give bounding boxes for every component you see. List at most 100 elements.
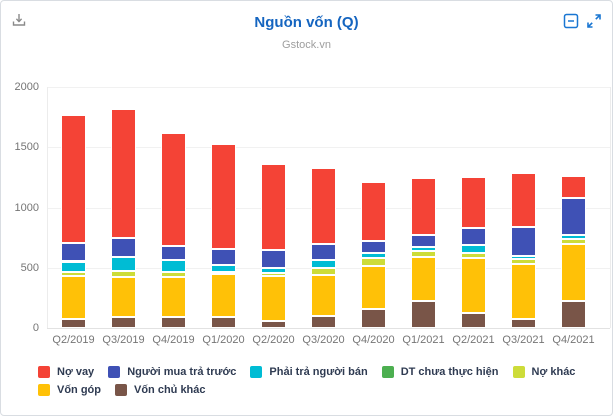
bar-segment[interactable] (161, 246, 186, 261)
bar-segment[interactable] (461, 258, 486, 314)
bar-segment[interactable] (161, 276, 186, 317)
bar-segment[interactable] (161, 272, 186, 277)
bar-Q4/2019[interactable] (161, 87, 186, 328)
bar-segment[interactable] (411, 234, 436, 248)
bar-segment[interactable] (411, 251, 436, 257)
legend-item[interactable]: Vốn chủ khác (115, 384, 206, 396)
bar-segment[interactable] (311, 267, 336, 275)
bar-Q2/2021[interactable] (461, 87, 486, 328)
bar-segment[interactable] (311, 244, 336, 261)
download-icon (12, 14, 26, 26)
bar-segment[interactable] (211, 274, 236, 318)
bar-segment[interactable] (361, 240, 386, 254)
bar-Q2/2020[interactable] (261, 87, 286, 328)
bar-segment[interactable] (361, 266, 386, 309)
bar-segment[interactable] (111, 109, 136, 239)
legend-item[interactable]: DT chưa thực hiện (381, 366, 499, 378)
bar-segment[interactable] (361, 308, 386, 328)
bar-segment[interactable] (261, 250, 286, 269)
x-axis-tick-label: Q3/2020 (302, 334, 345, 346)
bar-segment[interactable] (261, 268, 286, 274)
legend-item[interactable]: Nợ vay (38, 366, 94, 378)
expand-button[interactable] (585, 12, 602, 29)
bar-segment[interactable] (511, 173, 536, 227)
bar-segment[interactable] (461, 244, 486, 253)
bar-segment[interactable] (211, 264, 236, 273)
bar-Q3/2021[interactable] (511, 87, 536, 328)
bar-segment[interactable] (511, 264, 536, 319)
bar-Q4/2021[interactable] (561, 87, 586, 328)
bar-Q1/2021[interactable] (411, 87, 436, 328)
gridline-y-0 (47, 328, 610, 329)
bar-Q2/2019[interactable] (61, 87, 86, 328)
bar-segment[interactable] (411, 256, 436, 301)
legend-item[interactable]: Phải trả người bán (250, 366, 368, 378)
bar-segment[interactable] (211, 248, 236, 265)
bar-segment[interactable] (461, 252, 486, 259)
bar-segment[interactable] (561, 244, 586, 301)
bar-segment[interactable] (511, 226, 536, 256)
bar-segment[interactable] (261, 276, 286, 321)
bar-segment[interactable] (411, 177, 436, 235)
bar-segment[interactable] (61, 261, 86, 272)
bar-segment[interactable] (361, 181, 386, 241)
bar-segment[interactable] (211, 272, 236, 275)
bar-segment[interactable] (261, 320, 286, 328)
bar-segment[interactable] (411, 247, 436, 252)
bar-segment[interactable] (111, 238, 136, 257)
bar-segment[interactable] (111, 316, 136, 328)
legend-swatch-icon (381, 366, 394, 378)
legend-label: Nợ khác (531, 366, 576, 378)
bar-segment[interactable] (561, 239, 586, 245)
gridline-y-1500 (47, 147, 610, 149)
bar-segment[interactable] (61, 242, 86, 262)
x-axis-tick-label: Q2/2019 (52, 334, 95, 346)
bar-segment[interactable] (561, 300, 586, 328)
bar-segment[interactable] (311, 167, 336, 245)
bar-segment[interactable] (311, 274, 336, 317)
bar-segment[interactable] (261, 273, 286, 277)
bar-Q4/2020[interactable] (361, 87, 386, 328)
legend-item[interactable]: Người mua trả trước (108, 366, 236, 378)
bar-segment[interactable] (461, 176, 486, 229)
bar-segment[interactable] (361, 253, 386, 259)
bar-segment[interactable] (211, 317, 236, 328)
bar-segment[interactable] (511, 259, 536, 265)
bar-segment[interactable] (261, 163, 286, 251)
bar-segment[interactable] (61, 115, 86, 243)
bar-segment[interactable] (61, 271, 86, 277)
bar-segment[interactable] (561, 176, 586, 199)
y-axis-tick-label: 2000 (14, 81, 39, 93)
bar-segment[interactable] (561, 198, 586, 236)
minus-square-icon (563, 13, 578, 28)
legend-item[interactable]: Nợ khác (512, 366, 576, 378)
bar-segment[interactable] (111, 277, 136, 317)
bar-segment[interactable] (461, 313, 486, 328)
bar-segment[interactable] (411, 300, 436, 328)
bar-segment[interactable] (161, 260, 186, 273)
bar-segment[interactable] (361, 258, 386, 267)
x-axis-tick-label: Q4/2019 (152, 334, 195, 346)
bar-segment[interactable] (311, 260, 336, 268)
bar-segment[interactable] (61, 276, 86, 319)
bar-segment[interactable] (511, 318, 536, 328)
x-axis-tick-label: Q4/2020 (352, 334, 395, 346)
download-button[interactable] (9, 10, 29, 30)
bar-Q3/2019[interactable] (111, 87, 136, 328)
bar-segment[interactable] (461, 228, 486, 245)
bar-Q3/2020[interactable] (311, 87, 336, 328)
legend-label: Phải trả người bán (269, 366, 368, 378)
bar-segment[interactable] (211, 143, 236, 249)
collapse-button[interactable] (562, 12, 579, 29)
bar-segment[interactable] (161, 316, 186, 328)
bar-segment[interactable] (161, 133, 186, 247)
legend-item[interactable]: Vốn góp (38, 384, 101, 396)
bar-segment[interactable] (111, 256, 136, 272)
bar-segment[interactable] (311, 316, 336, 328)
x-axis-tick-label: Q2/2021 (452, 334, 495, 346)
bar-segment[interactable] (511, 255, 536, 260)
bar-segment[interactable] (561, 235, 586, 240)
bar-segment[interactable] (61, 318, 86, 328)
bar-Q1/2020[interactable] (211, 87, 236, 328)
bar-segment[interactable] (111, 271, 136, 278)
